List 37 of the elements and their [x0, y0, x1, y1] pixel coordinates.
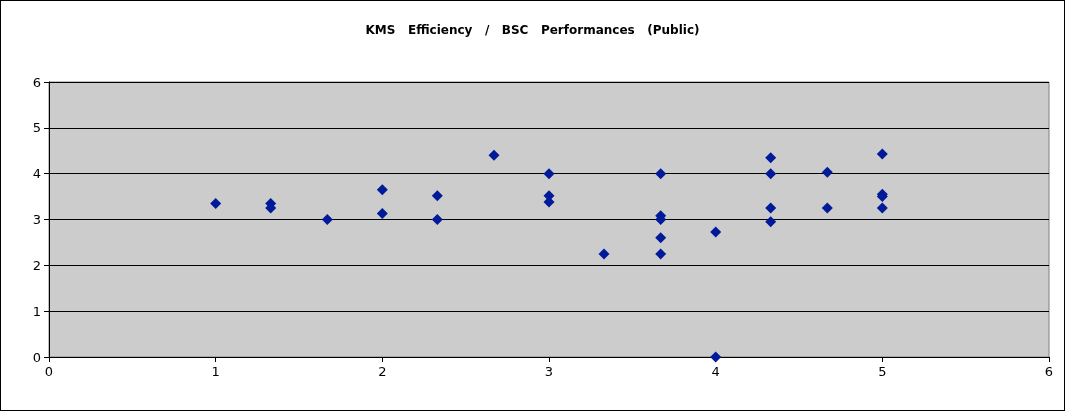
point	[765, 202, 777, 214]
chart-title: KMS Efficiency / BSC Performances (Public)	[365, 23, 700, 37]
point	[710, 351, 722, 363]
point	[655, 232, 667, 244]
x-tick-label: 3	[544, 364, 554, 379]
point	[765, 216, 777, 228]
x-tick-label: 1	[211, 364, 220, 379]
point	[431, 190, 443, 202]
y-tick-label: 5	[32, 120, 41, 136]
point	[710, 226, 722, 238]
point	[876, 148, 888, 160]
point	[210, 197, 222, 209]
point	[598, 248, 610, 260]
x-tick-label: 6	[1044, 364, 1054, 379]
y-tick-label: 3	[32, 212, 41, 227]
y-tick-label: 2	[32, 257, 41, 273]
point	[321, 214, 333, 225]
point	[655, 248, 667, 260]
point	[655, 168, 667, 180]
point	[765, 152, 777, 164]
point	[376, 184, 388, 196]
x-tick-label: 5	[878, 364, 887, 379]
y-tick-label: 6	[32, 74, 41, 90]
point	[876, 202, 888, 214]
x-tick-label: 4	[711, 364, 720, 379]
point	[543, 168, 555, 180]
point	[376, 208, 388, 220]
point	[488, 149, 500, 161]
x-tick-label: 0	[44, 364, 54, 379]
point	[765, 168, 777, 180]
x-tick-label: 2	[378, 364, 387, 379]
y-tick-label: 0	[32, 349, 41, 365]
y-tick-label: 4	[32, 166, 41, 182]
point	[821, 166, 833, 178]
point	[431, 214, 443, 225]
point	[821, 202, 833, 214]
y-tick-label: 1	[32, 303, 41, 319]
